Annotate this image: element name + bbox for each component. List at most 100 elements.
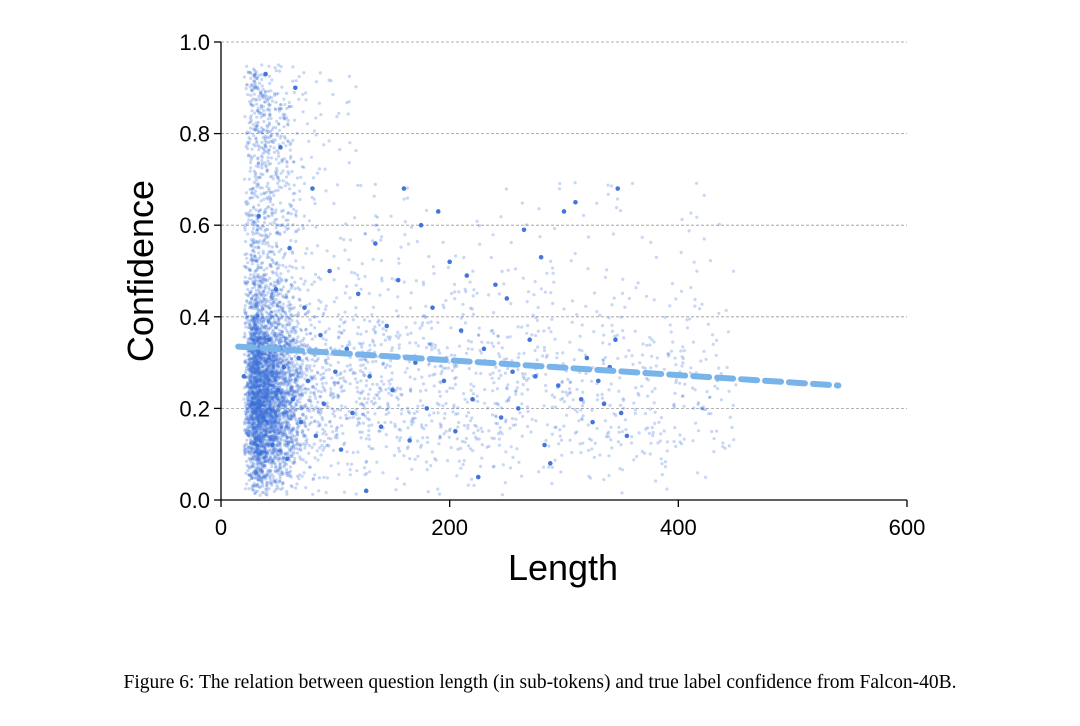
point bbox=[266, 291, 270, 295]
point bbox=[539, 287, 544, 291]
point bbox=[261, 261, 265, 265]
point bbox=[500, 346, 504, 350]
point bbox=[482, 401, 487, 405]
point bbox=[248, 366, 252, 370]
point bbox=[254, 468, 258, 473]
point bbox=[283, 339, 287, 343]
point bbox=[261, 369, 266, 373]
point bbox=[263, 442, 268, 446]
point bbox=[317, 101, 321, 105]
point bbox=[498, 430, 502, 434]
point bbox=[261, 290, 265, 294]
point bbox=[426, 490, 430, 494]
point bbox=[395, 435, 399, 439]
point bbox=[302, 342, 306, 346]
point bbox=[319, 453, 323, 457]
point bbox=[399, 436, 403, 440]
point bbox=[301, 431, 305, 435]
point bbox=[463, 397, 467, 401]
point bbox=[425, 468, 429, 472]
point bbox=[372, 402, 376, 406]
point bbox=[550, 432, 554, 436]
point bbox=[250, 327, 254, 331]
point bbox=[680, 217, 684, 222]
point bbox=[365, 471, 369, 476]
point bbox=[252, 410, 256, 414]
point bbox=[293, 456, 297, 461]
point bbox=[288, 469, 293, 473]
point bbox=[286, 123, 290, 127]
point bbox=[607, 474, 611, 478]
point bbox=[290, 284, 294, 288]
point bbox=[288, 408, 292, 412]
point bbox=[285, 294, 289, 298]
point bbox=[504, 187, 508, 191]
point bbox=[272, 378, 276, 382]
point bbox=[506, 383, 510, 387]
point bbox=[607, 388, 611, 392]
point bbox=[446, 265, 450, 270]
point bbox=[253, 465, 257, 469]
point bbox=[280, 224, 284, 228]
point bbox=[649, 441, 653, 445]
point bbox=[402, 280, 406, 284]
point bbox=[301, 412, 305, 416]
point bbox=[255, 466, 259, 470]
point bbox=[274, 457, 278, 461]
point bbox=[250, 314, 254, 318]
point bbox=[390, 371, 394, 375]
point bbox=[327, 368, 331, 372]
point bbox=[495, 387, 499, 391]
point bbox=[715, 429, 719, 433]
point bbox=[358, 416, 362, 420]
point bbox=[291, 337, 296, 341]
point bbox=[275, 267, 279, 271]
point bbox=[274, 320, 278, 325]
point bbox=[396, 295, 400, 299]
point bbox=[680, 355, 684, 359]
point bbox=[497, 352, 501, 356]
point bbox=[287, 320, 291, 324]
point bbox=[279, 287, 283, 291]
point bbox=[630, 435, 634, 439]
point bbox=[579, 408, 583, 412]
point bbox=[453, 353, 457, 357]
point bbox=[313, 419, 317, 423]
point bbox=[253, 367, 257, 371]
point bbox=[396, 397, 400, 401]
point bbox=[254, 471, 258, 475]
point bbox=[256, 444, 260, 448]
point bbox=[421, 404, 425, 408]
point bbox=[659, 457, 663, 461]
point bbox=[258, 438, 262, 442]
point bbox=[592, 455, 597, 459]
point bbox=[292, 183, 296, 187]
point bbox=[291, 223, 295, 227]
point bbox=[581, 390, 585, 394]
point bbox=[444, 429, 448, 433]
point bbox=[254, 304, 258, 308]
point bbox=[262, 359, 266, 363]
point bbox=[542, 349, 547, 353]
point bbox=[292, 207, 296, 211]
point bbox=[290, 330, 294, 334]
point bbox=[536, 305, 540, 310]
point bbox=[255, 301, 259, 305]
point bbox=[251, 186, 255, 190]
point bbox=[254, 399, 258, 403]
point bbox=[248, 161, 253, 165]
point bbox=[251, 488, 255, 492]
point bbox=[272, 430, 276, 434]
point bbox=[511, 455, 515, 459]
point bbox=[382, 382, 386, 386]
point bbox=[415, 410, 419, 414]
point bbox=[607, 316, 611, 320]
point bbox=[520, 372, 525, 376]
point bbox=[257, 81, 262, 85]
point bbox=[643, 366, 647, 370]
point bbox=[250, 249, 255, 253]
point bbox=[315, 405, 319, 409]
point bbox=[383, 420, 387, 425]
point bbox=[573, 252, 577, 256]
point bbox=[296, 378, 300, 382]
